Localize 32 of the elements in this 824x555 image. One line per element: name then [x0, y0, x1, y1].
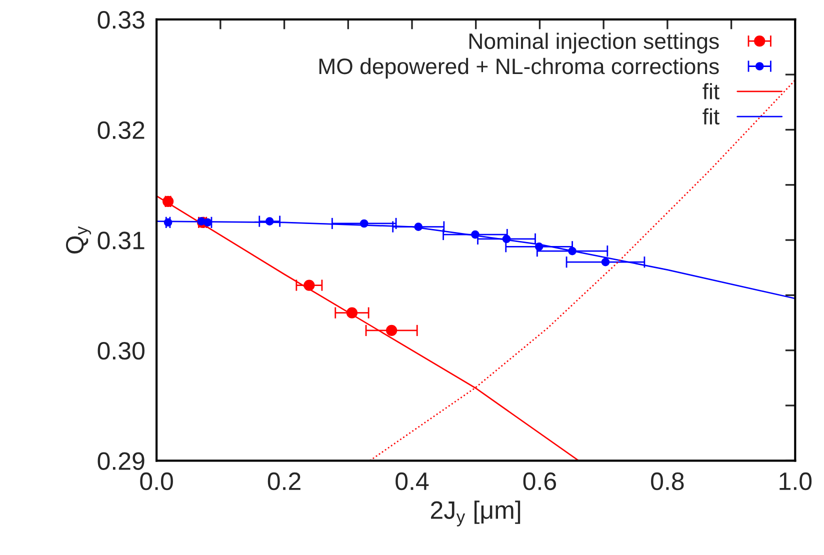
- point: [164, 218, 172, 227]
- point: [265, 217, 274, 226]
- point: [203, 218, 212, 227]
- point: [386, 324, 398, 336]
- legend-label: fit: [702, 108, 720, 125]
- y-tick-label: 0.33: [98, 11, 144, 29]
- point: [534, 242, 544, 251]
- legend-label: MO depowered + NL-chroma corrections: [319, 58, 719, 79]
- point: [197, 217, 206, 226]
- point: [502, 234, 511, 244]
- x-tick-label: 1.0: [780, 472, 812, 490]
- y-tick-label: 0.30: [98, 342, 144, 360]
- x-tick-label: 0.0: [140, 472, 173, 490]
- y-axis-title: Q$_{y}$: [66, 226, 92, 254]
- legend-label: Nominal injection settings: [469, 32, 719, 54]
- point: [471, 230, 480, 239]
- point: [601, 258, 610, 266]
- y-tick-label: 0.32: [98, 121, 144, 140]
- x-axis-title: 2J$_{y}$ [μm]: [430, 500, 520, 526]
- x-tick-label: 0.2: [268, 472, 300, 490]
- point: [346, 307, 358, 318]
- point: [360, 219, 368, 228]
- x-tick-label: 0.4: [396, 472, 429, 490]
- x-tick-label: 0.6: [523, 472, 556, 490]
- point: [568, 246, 576, 256]
- y-tick-label: 0.31: [98, 232, 144, 250]
- point: [162, 196, 174, 207]
- x-tick-label: 0.8: [651, 472, 684, 490]
- point: [414, 222, 423, 231]
- legend-label: fit: [702, 83, 720, 100]
- point: [304, 280, 315, 291]
- y-tick-label: 0.29: [98, 452, 144, 470]
